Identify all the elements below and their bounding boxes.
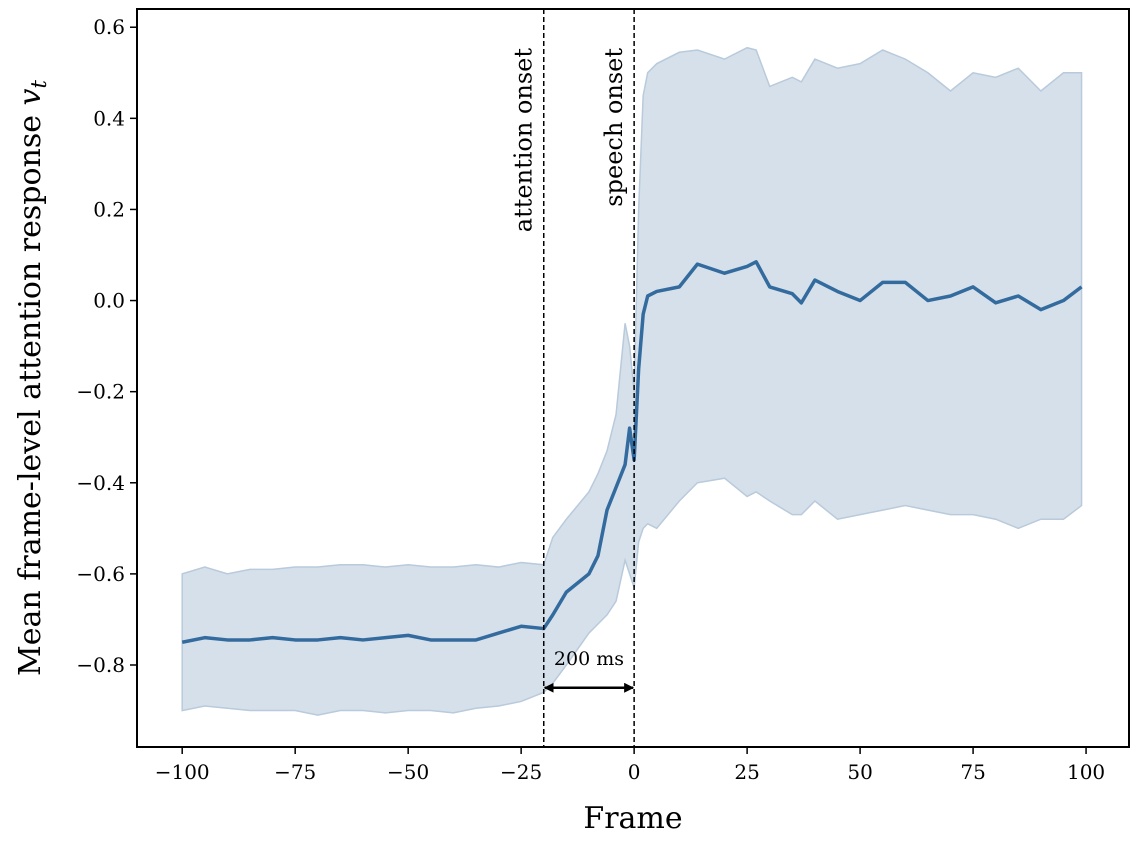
confidence-band: [181, 46, 1083, 716]
y-axis-label-sub: t: [27, 80, 51, 89]
y-axis-label-var: v: [13, 88, 48, 105]
x-tick-label: 50: [847, 760, 872, 784]
y-tick-label: −0.4: [76, 471, 125, 495]
y-tick-label: −0.2: [76, 380, 125, 404]
y-tick-label: 0.2: [93, 197, 125, 221]
x-tick-label: −50: [387, 760, 429, 784]
axes-frame: [136, 8, 1130, 748]
interval-label: 200 ms: [554, 648, 624, 670]
y-tick-label: 0.0: [93, 289, 125, 313]
y-axis-label-text: Mean frame-level attention response: [13, 105, 48, 675]
vertical-marker-label: attention onset: [510, 48, 538, 233]
y-axis-label: Mean frame-level attention response vt: [13, 80, 51, 676]
x-tick-label: −25: [500, 760, 542, 784]
x-tick-label: −75: [274, 760, 316, 784]
x-tick-label: −100: [155, 760, 210, 784]
x-tick-label: 0: [628, 760, 641, 784]
x-axis-label: Frame: [583, 801, 682, 836]
x-tick-label: 75: [960, 760, 985, 784]
y-tick-label: −0.8: [76, 653, 125, 677]
x-tick-label: 25: [734, 760, 759, 784]
y-tick-label: −0.6: [76, 562, 125, 586]
y-tick-label: 0.6: [93, 15, 125, 39]
y-tick-label: 0.4: [93, 106, 125, 130]
vertical-marker-label: speech onset: [600, 48, 628, 207]
x-tick-label: 100: [1067, 760, 1105, 784]
